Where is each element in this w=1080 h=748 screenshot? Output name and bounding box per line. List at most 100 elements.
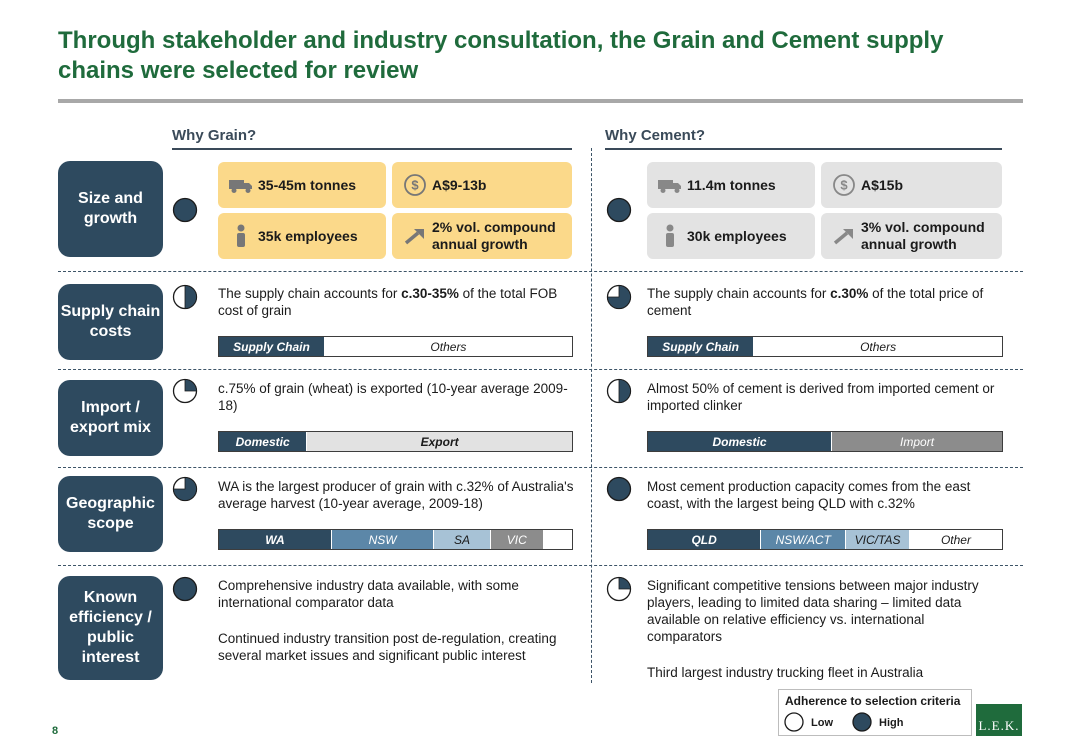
cement-efficiency-text-2: Third largest industry trucking fleet in…	[647, 665, 924, 680]
text-part: of the total FOB cost of grain	[218, 286, 558, 318]
harvey-ball	[172, 476, 198, 502]
column-divider	[591, 148, 592, 683]
harvey-ball	[172, 197, 198, 223]
cement-growth-tile: 3% vol. compound annual growth	[821, 213, 1002, 259]
harvey-ball	[606, 576, 632, 602]
title-rule	[58, 99, 1023, 103]
row-label-size-growth: Size and growth	[58, 161, 163, 257]
bar-segment: NSW	[331, 530, 435, 549]
bar-segment: VIC	[490, 530, 544, 549]
dollar-icon: $	[398, 173, 432, 197]
harvey-ball	[172, 378, 198, 404]
page-number: 8	[52, 725, 59, 737]
tile-text: 30k employees	[687, 227, 787, 244]
truck-icon	[224, 176, 258, 194]
low-circle-icon	[784, 712, 804, 732]
grain-import-text: c.75% of grain (wheat) is exported (10-y…	[218, 381, 568, 413]
grain-header-rule	[172, 148, 572, 150]
grain-value-tile: $ A$9-13b	[392, 162, 572, 208]
dollar-icon: $	[827, 173, 861, 197]
person-icon	[224, 224, 258, 248]
bar-segment: SA	[434, 530, 491, 549]
grain-supply-text: The supply chain accounts for c.30-35% o…	[218, 285, 578, 319]
person-icon	[653, 224, 687, 248]
legend-title: Adherence to selection criteria	[785, 694, 961, 708]
harvey-ball	[172, 576, 198, 602]
harvey-ball	[172, 284, 198, 310]
harvey-ball	[606, 197, 632, 223]
slide-title: Through stakeholder and industry consult…	[58, 27, 944, 84]
cement-column-header: Why Cement?	[605, 127, 706, 144]
row-label-import-export-mix: Import / export mix	[58, 380, 163, 456]
cement-tonnes-tile: 11.4m tonnes	[647, 162, 815, 208]
grain-growth-tile: 2% vol. compound annual growth	[392, 213, 572, 259]
row-divider	[58, 565, 1023, 566]
bar-segment: Export	[307, 432, 572, 451]
bar-segment: Domestic	[648, 432, 833, 451]
bar-segment: WA	[219, 530, 332, 549]
harvey-ball	[606, 476, 632, 502]
bar-segment: QLD	[648, 530, 762, 549]
bar-segment: Others	[324, 337, 572, 356]
cement-geo-text: Most cement production capacity comes fr…	[647, 479, 971, 511]
text-part: of the total price of cement	[647, 286, 984, 318]
row-divider	[58, 271, 1023, 272]
tile-text: A$15b	[861, 176, 904, 193]
tile-text: A$9-13b	[432, 176, 487, 193]
harvey-ball	[606, 284, 632, 310]
bar-segment	[543, 530, 572, 549]
text-part: The supply chain accounts for	[218, 286, 402, 301]
high-circle-icon	[852, 712, 872, 732]
legend-low-label: Low	[811, 717, 833, 729]
bar-segment: Other	[909, 530, 1002, 549]
bar-segment: Import	[832, 432, 1002, 451]
bar-segment: Supply Chain	[648, 337, 755, 356]
row-divider	[58, 369, 1023, 370]
truck-icon	[653, 176, 687, 194]
highlight-value: c.30%	[830, 286, 869, 301]
logo-text: L.E.K.	[978, 718, 1020, 733]
cement-employees-tile: 30k employees	[647, 213, 815, 259]
grain-import-bar: Domestic Export	[218, 431, 573, 452]
growth-arrow-icon	[398, 227, 432, 245]
grain-tonnes-tile: 35-45m tonnes	[218, 162, 386, 208]
svg-text:$: $	[840, 178, 848, 193]
grain-column-header: Why Grain?	[172, 127, 257, 144]
cement-import-bar: Domestic Import	[647, 431, 1003, 452]
cement-supply-bar: Supply Chain Others	[647, 336, 1003, 357]
harvey-ball	[606, 378, 632, 404]
cement-efficiency-text-1: Significant competitive tensions between…	[647, 578, 979, 644]
cement-import-text: Almost 50% of cement is derived from imp…	[647, 381, 995, 413]
row-divider	[58, 467, 1023, 468]
tile-text: 35k employees	[258, 227, 358, 244]
grain-geo-text: WA is the largest producer of grain with…	[218, 479, 574, 511]
tile-text: 11.4m tonnes	[687, 176, 776, 193]
cement-supply-text: The supply chain accounts for c.30% of t…	[647, 285, 1003, 319]
tile-text: 2% vol. compound annual growth	[432, 219, 556, 252]
grain-efficiency-text-2: Continued industry transition post de-re…	[218, 631, 557, 663]
cement-value-tile: $ A$15b	[821, 162, 1002, 208]
legend-high-label: High	[879, 717, 904, 729]
highlight-value: c.30-35%	[401, 286, 459, 301]
bar-segment: Others	[754, 337, 1002, 356]
legend: Adherence to selection criteria Low High	[778, 689, 972, 736]
grain-supply-bar: Supply Chain Others	[218, 336, 573, 357]
text-part: The supply chain accounts for	[647, 286, 831, 301]
tile-text: 3% vol. compound annual growth	[861, 219, 985, 252]
bar-segment: Domestic	[219, 432, 308, 451]
svg-text:$: $	[411, 178, 419, 193]
bar-segment: NSW/ACT	[761, 530, 847, 549]
grain-employees-tile: 35k employees	[218, 213, 386, 259]
grain-efficiency-text-1: Comprehensive industry data available, w…	[218, 578, 519, 610]
growth-arrow-icon	[827, 227, 861, 245]
grain-geo-bar: WA NSW SA VIC	[218, 529, 573, 550]
tile-text: 35-45m tonnes	[258, 176, 357, 193]
company-logo: L.E.K.	[976, 704, 1022, 736]
row-label-known-efficiency: Known efficiency / public interest	[58, 576, 163, 680]
bar-segment: Supply Chain	[219, 337, 325, 356]
cement-geo-bar: QLD NSW/ACT VIC/TAS Other	[647, 529, 1003, 550]
row-label-geographic-scope: Geographic scope	[58, 476, 163, 552]
cement-header-rule	[605, 148, 1002, 150]
row-label-supply-chain-costs: Supply chain costs	[58, 284, 163, 360]
bar-segment: VIC/TAS	[846, 530, 910, 549]
